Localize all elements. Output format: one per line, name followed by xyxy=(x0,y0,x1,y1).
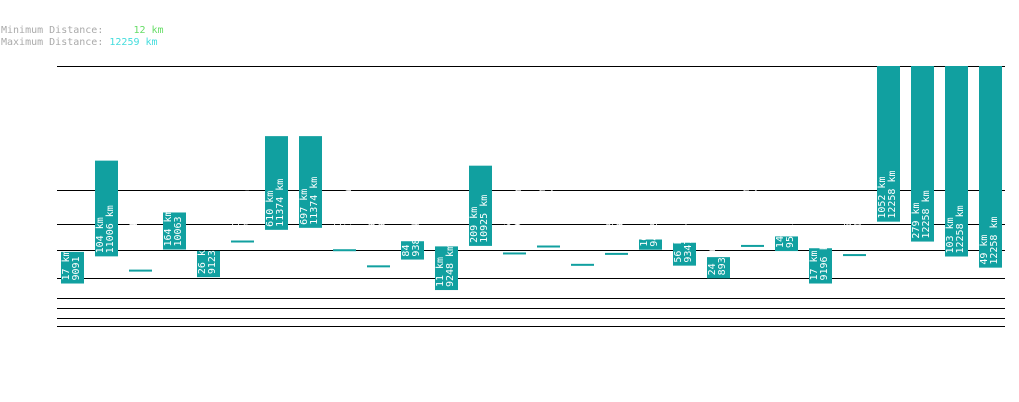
range-bar xyxy=(197,250,220,278)
range-bar xyxy=(163,212,186,250)
bar-min-label: 164 km xyxy=(163,210,174,246)
bar-max-label: 9123 km xyxy=(207,232,218,274)
range-bar xyxy=(673,242,696,266)
bar-max-label: 9027 km xyxy=(853,193,864,235)
bar-max-label: 9288 km xyxy=(751,181,762,223)
bar-min-label: 148 km xyxy=(775,212,786,248)
max-distance-label: Maximum Distance: xyxy=(1,37,104,48)
range-bar xyxy=(333,249,356,252)
range-bar xyxy=(843,254,866,257)
bar-max-label: 9091 km xyxy=(71,238,82,280)
bar-max-label: 9272 km xyxy=(547,181,558,223)
bar-min-label: 11 km xyxy=(435,257,446,287)
bar-max-label: 11006 km xyxy=(105,205,116,253)
bar-min-label: 286 km xyxy=(367,202,378,238)
range-bar xyxy=(979,66,1002,268)
bar-min-label: 418 km xyxy=(231,196,242,232)
bar-min-label: 17 km xyxy=(61,250,72,280)
range-bar xyxy=(469,165,492,246)
range-bar xyxy=(911,66,934,242)
bar-min-label: 779 km xyxy=(537,187,548,223)
bar-max-label: 12258 km xyxy=(921,190,932,238)
min-distance-label: Minimum Distance: xyxy=(1,25,104,36)
bar-max-label: 11374 km xyxy=(309,177,320,225)
bar-max-label: 10063 km xyxy=(173,198,184,246)
bar-min-label: 514 km xyxy=(503,193,514,229)
bar-max-label: 8668 km xyxy=(377,196,388,238)
range-bar xyxy=(265,136,288,230)
range-bar xyxy=(231,240,254,243)
bar-min-label: 315 km xyxy=(571,201,582,237)
range-bar xyxy=(435,246,458,291)
bar-max-label: 9511 km xyxy=(785,206,796,248)
distance-legend: Minimum Distance: 12 km Maximum Distance… xyxy=(1,25,164,49)
bar-min-label: 49 km xyxy=(979,235,990,265)
bar-min-label: 56 km xyxy=(673,233,684,263)
bar-min-label: 361 km xyxy=(843,199,854,235)
bar-max-label: 12258 km xyxy=(989,216,1000,264)
bar-max-label: 11374 km xyxy=(275,179,286,227)
bar-max-label: 8719 km xyxy=(581,195,592,237)
range-bar xyxy=(877,66,900,222)
bar-max-label: 12258 km xyxy=(955,205,966,253)
bar-min-label: 84 km xyxy=(401,226,412,256)
bar-max-label: 9432 km xyxy=(649,205,660,247)
bar-max-label: 9075 km xyxy=(513,187,524,229)
range-bar xyxy=(503,252,526,255)
bar-max-label: 9196 km xyxy=(819,238,830,280)
range-bar xyxy=(639,239,662,250)
bar-min-label: 289 km xyxy=(605,202,616,238)
bar-max-label: 9248 km xyxy=(445,245,456,287)
bar-max-label: 8934 km xyxy=(717,233,728,275)
bar-min-label: 697 km xyxy=(299,189,310,225)
bar-max-label: 10925 km xyxy=(479,195,490,243)
bar-min-label: 103 km xyxy=(945,217,956,253)
bar-min-label: 279 km xyxy=(911,202,922,238)
bar-min-label: 209 km xyxy=(469,207,480,243)
min-distance-value: 12 km xyxy=(133,25,164,36)
bar-max-label: 9168 km xyxy=(343,190,354,232)
range-bar xyxy=(707,257,730,279)
range-bar xyxy=(95,160,118,257)
range-bar xyxy=(367,265,390,268)
range-bar xyxy=(605,252,628,255)
bar-max-label: 8519 km xyxy=(139,208,150,250)
bar-max-label: 9387 km xyxy=(411,214,422,256)
bar-max-label: 9406 km xyxy=(241,190,252,232)
range-bar xyxy=(571,263,594,266)
bar-max-label: 12258 km xyxy=(887,170,898,218)
range-bar xyxy=(809,248,832,284)
max-distance-value: 12259 km xyxy=(109,37,158,48)
bar-min-label: 436 km xyxy=(333,196,344,232)
range-bar xyxy=(775,236,798,252)
bar-min-label: 610 km xyxy=(265,191,276,227)
bar-min-label: 104 km xyxy=(95,217,106,253)
range-bar xyxy=(299,136,322,228)
bar-min-label: 1052 km xyxy=(877,177,888,219)
bar-max-label: 9062 km xyxy=(615,196,626,238)
range-bar xyxy=(945,66,968,257)
bar-min-label: 26 km xyxy=(197,244,208,274)
range-bar xyxy=(61,251,84,284)
range-bar xyxy=(741,244,764,247)
bar-min-label: 162 km xyxy=(639,211,650,247)
bar-min-label: 775 km xyxy=(741,187,752,223)
range-bar xyxy=(537,245,560,248)
bar-max-label: 9347 km xyxy=(683,220,694,262)
range-bar xyxy=(129,269,152,272)
range-bar xyxy=(401,241,424,260)
bar-min-label: 127 km xyxy=(129,214,140,250)
bar-min-label: 17 km xyxy=(809,250,820,280)
bar-min-label: 24 km xyxy=(707,245,718,275)
